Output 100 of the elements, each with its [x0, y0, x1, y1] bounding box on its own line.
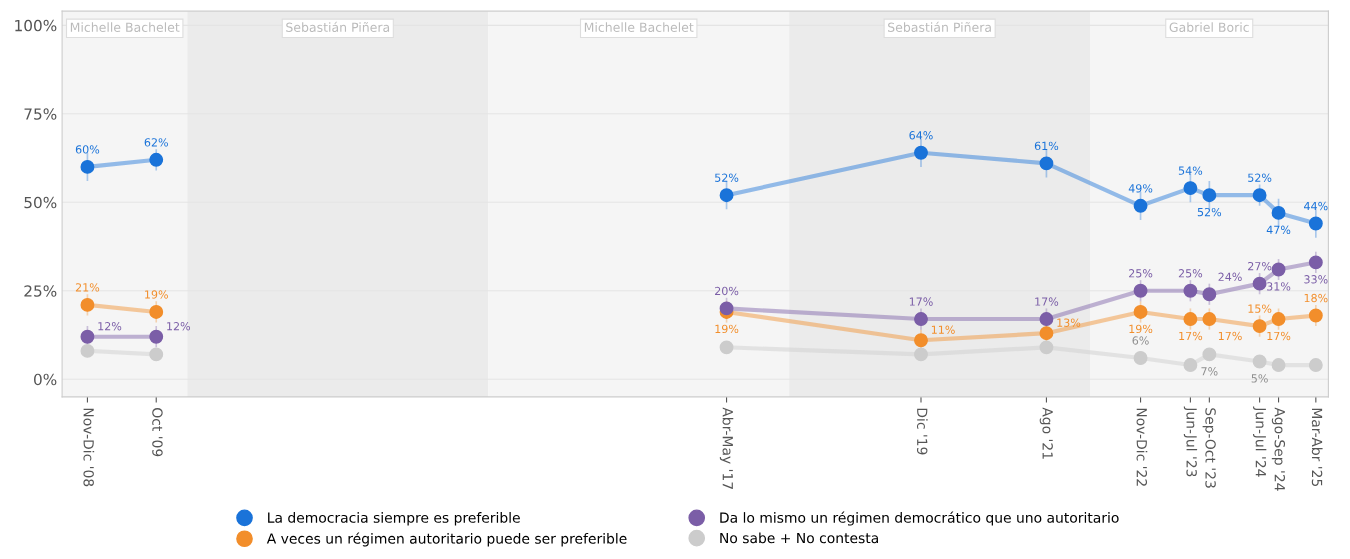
y-tick-label: 50%	[24, 196, 57, 209]
point	[1183, 358, 1198, 372]
data-label: 12%	[98, 322, 122, 331]
point	[1133, 283, 1148, 298]
data-label: 18%	[1304, 293, 1328, 303]
x-tick-label: Sep-Oct '23	[1202, 408, 1216, 488]
data-label: 19%	[715, 324, 739, 334]
data-label: 25%	[1129, 269, 1153, 278]
point	[1039, 312, 1054, 326]
point	[1133, 351, 1148, 365]
point	[1133, 198, 1148, 213]
x-tick-label: Nov-Dic '22	[1136, 408, 1148, 486]
legend-label: No sabe + No contesta	[720, 532, 878, 544]
x-tick-label: Abr-May '17	[719, 407, 734, 489]
data-label: 17%	[1267, 331, 1291, 341]
data-label: 19%	[145, 290, 168, 299]
point	[1183, 312, 1198, 326]
data-label: 52%	[1248, 173, 1272, 182]
data-label: 62%	[144, 138, 168, 147]
data-label: 19%	[1129, 324, 1153, 334]
band-label: Michelle Bachelet	[70, 22, 180, 32]
legend-label: A veces un régimen autoritario puede ser preferible	[266, 532, 627, 547]
band-label: Sebastián Piñera	[286, 21, 390, 32]
point	[719, 188, 734, 203]
point	[149, 329, 164, 344]
data-label: 17%	[1179, 331, 1203, 341]
x-tick-label: Dic '19	[916, 408, 928, 455]
point	[1202, 347, 1217, 362]
y-tick-label: 0%	[34, 373, 57, 386]
x-tick-label: Ago '21	[1039, 407, 1053, 459]
point	[1183, 181, 1198, 196]
data-label: 54%	[1178, 166, 1203, 175]
data-label: 13%	[1057, 318, 1081, 327]
point	[1202, 312, 1217, 326]
point	[149, 347, 164, 362]
point	[1202, 287, 1217, 302]
data-label: 6%	[1132, 336, 1149, 345]
point	[1271, 312, 1286, 326]
point	[80, 159, 95, 174]
point	[1252, 276, 1267, 291]
x-tick-label: Oct '09	[152, 408, 163, 457]
data-label: 31%	[1267, 282, 1291, 291]
data-label: 11%	[931, 325, 955, 334]
data-label: 17%	[1218, 331, 1242, 341]
data-label: 20%	[715, 286, 739, 296]
data-label: 21%	[75, 283, 100, 292]
data-label: 15%	[1248, 304, 1272, 313]
point	[1039, 326, 1054, 341]
data-label: 7%	[1201, 367, 1218, 376]
data-label: 61%	[1034, 141, 1059, 151]
data-label: 52%	[1197, 207, 1222, 217]
point	[1308, 308, 1323, 323]
y-tick-label: 25%	[24, 285, 57, 297]
data-label: 33%	[1304, 275, 1328, 284]
point	[1271, 262, 1286, 277]
point	[1252, 354, 1267, 369]
y-tick-label: 100%	[15, 19, 57, 32]
x-tick-label: Ago-Sep '24	[1271, 407, 1286, 491]
point	[719, 301, 734, 316]
x-tick-label: Mar-Abr '25	[1311, 408, 1323, 487]
point	[719, 340, 734, 355]
data-label: 60%	[75, 145, 100, 154]
data-label: 17%	[909, 297, 933, 306]
point	[1308, 216, 1323, 231]
point	[1039, 340, 1054, 355]
data-label: 25%	[1178, 269, 1203, 278]
data-label: 17%	[1035, 297, 1059, 306]
point	[1252, 188, 1267, 203]
data-label: 5%	[1251, 374, 1268, 383]
point	[1183, 283, 1198, 298]
point	[1271, 358, 1286, 372]
point	[80, 343, 95, 358]
point	[914, 145, 928, 160]
data-label: 27%	[1248, 261, 1272, 271]
point	[1308, 255, 1323, 270]
point	[914, 312, 928, 326]
point	[1308, 358, 1323, 372]
x-tick-label: Jun-Jul '24	[1252, 406, 1267, 477]
data-label: 64%	[909, 131, 933, 140]
legend-label: Da lo mismo un régimen democrático que uno autoritario	[720, 511, 1119, 526]
point	[1133, 305, 1148, 319]
data-label: 52%	[715, 173, 739, 182]
point	[149, 305, 164, 319]
band-label: Michelle Bachelet	[584, 22, 694, 32]
data-label: 12%	[167, 322, 191, 331]
legend-label: La democracia siempre es preferible	[268, 512, 520, 526]
point	[1271, 205, 1286, 220]
x-tick-label: Nov-Dic '08	[83, 408, 95, 487]
y-tick-label: 75%	[24, 108, 57, 120]
data-label: 49%	[1128, 184, 1153, 193]
point	[1039, 156, 1054, 171]
x-tick-label: Jun-Jul '23	[1183, 406, 1198, 477]
point	[1202, 188, 1217, 203]
data-label: 44%	[1304, 201, 1328, 211]
band-label: Gabriel Boric	[1169, 22, 1249, 32]
data-label: 47%	[1266, 225, 1291, 234]
point	[1252, 319, 1267, 334]
band-label: Sebastián Piñera	[888, 21, 991, 32]
point	[80, 329, 95, 344]
point	[80, 297, 95, 312]
